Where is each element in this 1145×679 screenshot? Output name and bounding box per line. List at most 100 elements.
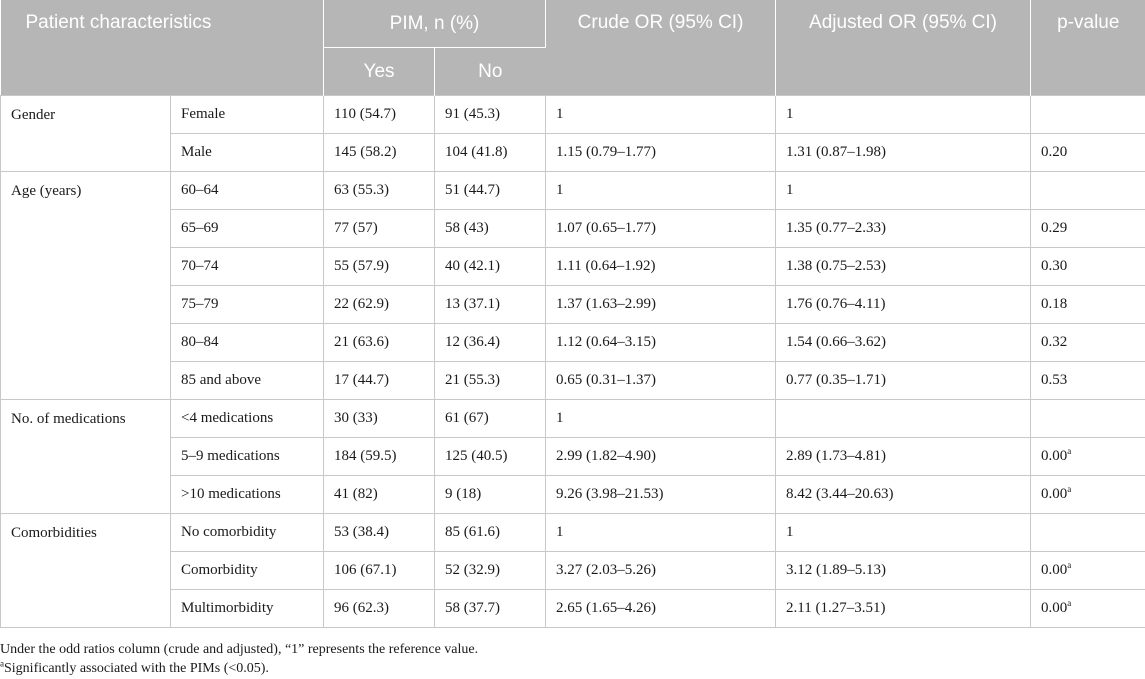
table-row: 75–79 22 (62.9) 13 (37.1) 1.37 (1.63–2.99) 1…	[1, 285, 1145, 324]
table-row: Multimorbidity 96 (62.3) 58 (37.7) 2.65 (1.…	[1, 589, 1145, 628]
cell-pim-no: 12 (36.4)	[434, 323, 547, 362]
cell-adjusted-or: 1.76 (0.76–4.11)	[775, 285, 1032, 324]
footnote-significance: aSignificantly associated with the PIMs …	[0, 659, 1145, 678]
cell-pim-yes-text: 110 (54.7)	[334, 106, 396, 122]
cell-pim-yes: 53 (38.4)	[323, 513, 436, 552]
cell-adjusted-or: 8.42 (3.44–20.63)	[775, 475, 1032, 514]
footnote-reference: Under the odd ratios column (crude and a…	[0, 642, 479, 657]
cell-pim-yes-text: 17 (44.7)	[334, 372, 390, 388]
cell-p-value-text: 0.00	[1041, 600, 1068, 616]
table-row: 65–69 77 (57) 58 (43) 1.07 (0.65–1.77) 1.35 …	[1, 209, 1145, 248]
cell-adjusted-or-text: 1.35 (0.77–2.33)	[786, 220, 887, 236]
cell-adjusted-or-text: 1.31 (0.87–1.98)	[786, 144, 887, 160]
cell-pim-yes-text: 184 (59.5)	[334, 448, 397, 464]
cell-crude-or: 9.26 (3.98–21.53)	[545, 475, 777, 514]
significance-marker: a	[1067, 446, 1072, 456]
footnote-significance-text: Significantly associated with the PIMs (…	[4, 661, 269, 676]
group-label: No. of medications	[0, 399, 171, 514]
row-label: Male	[169, 133, 325, 172]
cell-adjusted-or: 1.54 (0.66–3.62)	[775, 323, 1032, 362]
cell-p-value: 0.30	[1030, 247, 1145, 286]
cell-pim-yes: 145 (58.2)	[323, 133, 436, 172]
row-label: >10 medications	[169, 475, 325, 514]
cell-crude-or: 1	[545, 171, 777, 210]
row-label: 60–64	[169, 171, 325, 210]
header-crude-or: Crude OR (95% CI)	[545, 0, 777, 96]
cell-p-value-text: 0.20	[1041, 144, 1068, 160]
row-label-text: Multimorbidity	[181, 600, 274, 616]
cell-adjusted-or-text: 3.12 (1.89–5.13)	[786, 562, 887, 578]
cell-adjusted-or: 1	[775, 95, 1032, 134]
cell-pim-yes-text: 63 (55.3)	[334, 182, 390, 198]
cell-p-value: 0.53	[1030, 361, 1145, 400]
table-row: >10 medications 41 (82) 9 (18) 9.26 (3.98–2…	[1, 475, 1145, 514]
cell-adjusted-or-text: 1	[786, 182, 794, 198]
cell-pim-no: 125 (40.5)	[434, 437, 547, 476]
row-label-text: 85 and above	[181, 372, 261, 388]
cell-p-value: 0.20	[1030, 133, 1145, 172]
cell-pim-yes-text: 55 (57.9)	[334, 258, 390, 274]
cell-pim-yes-text: 145 (58.2)	[334, 144, 397, 160]
cell-p-value-text: 0.18	[1041, 296, 1068, 312]
cell-adjusted-or-text: 1	[786, 524, 794, 540]
cell-pim-no-text: 58 (43)	[445, 220, 489, 236]
cell-pim-no-text: 91 (45.3)	[445, 106, 501, 122]
cell-pim-yes-text: 30 (33)	[334, 410, 378, 426]
row-label-text: <4 medications	[181, 410, 274, 426]
cell-pim-yes: 96 (62.3)	[323, 589, 436, 628]
cell-pim-no: 85 (61.6)	[434, 513, 547, 552]
row-label-text: No comorbidity	[181, 524, 277, 540]
row-label: Comorbidity	[169, 551, 325, 590]
row-label-text: 65–69	[181, 220, 219, 236]
cell-pim-yes: 55 (57.9)	[323, 247, 436, 286]
cell-crude-or-text: 1.07 (0.65–1.77)	[556, 220, 657, 236]
table-row: 70–74 55 (57.9) 40 (42.1) 1.11 (0.64–1.92) 1…	[1, 247, 1145, 286]
cell-pim-yes: 184 (59.5)	[323, 437, 436, 476]
row-label-text: 60–64	[181, 182, 219, 198]
cell-p-value: 0.00a	[1030, 475, 1145, 514]
cell-pim-no: 104 (41.8)	[434, 133, 547, 172]
row-label-text: Comorbidity	[181, 562, 258, 578]
cell-adjusted-or-text: 1	[786, 106, 794, 122]
cell-p-value: 0.32	[1030, 323, 1145, 362]
cell-p-value-text: 0.00	[1041, 448, 1068, 464]
row-label: 80–84	[169, 323, 325, 362]
cell-p-value: 0.18	[1030, 285, 1145, 324]
cell-pim-no-text: 51 (44.7)	[445, 182, 501, 198]
cell-pim-yes: 110 (54.7)	[323, 95, 436, 134]
group-label: Age (years)	[0, 171, 171, 400]
cell-pim-no-text: 12 (36.4)	[445, 334, 501, 350]
cell-crude-or-text: 1	[556, 410, 564, 426]
results-table: Patient characteristics PIM, n (%) Crude…	[0, 0, 1145, 628]
cell-crude-or: 0.65 (0.31–1.37)	[545, 361, 777, 400]
cell-pim-yes: 21 (63.6)	[323, 323, 436, 362]
row-label: 5–9 medications	[169, 437, 325, 476]
row-label: 85 and above	[169, 361, 325, 400]
header-yes: Yes	[323, 47, 436, 96]
row-label: 70–74	[169, 247, 325, 286]
cell-adjusted-or: 0.77 (0.35–1.71)	[775, 361, 1032, 400]
cell-crude-or-text: 2.65 (1.65–4.26)	[556, 600, 657, 616]
cell-adjusted-or: 1.31 (0.87–1.98)	[775, 133, 1032, 172]
cell-crude-or: 1	[545, 513, 777, 552]
cell-crude-or: 1.15 (0.79–1.77)	[545, 133, 777, 172]
cell-adjusted-or: 1	[775, 171, 1032, 210]
cell-crude-or-text: 1	[556, 182, 564, 198]
cell-pim-no: 61 (67)	[434, 399, 547, 438]
cell-pim-yes-text: 106 (67.1)	[334, 562, 397, 578]
table-row: No. of medications <4 medications 30 (33) 6…	[0, 399, 1145, 514]
footnotes: Under the odd ratios column (crude and a…	[0, 640, 1145, 678]
cell-adjusted-or-text: 1.54 (0.66–3.62)	[786, 334, 887, 350]
table-row: Age (years) 60–64 63 (55.3) 51 (44.7) 1 1	[0, 171, 1145, 400]
cell-p-value-text: 0.32	[1041, 334, 1068, 350]
cell-pim-no: 58 (37.7)	[434, 589, 547, 628]
cell-crude-or: 1	[545, 95, 777, 134]
cell-adjusted-or: 3.12 (1.89–5.13)	[775, 551, 1032, 590]
cell-adjusted-or-text: 8.42 (3.44–20.63)	[786, 486, 894, 502]
row-label: 75–79	[169, 285, 325, 324]
table-row: Male 145 (58.2) 104 (41.8) 1.15 (0.79–1.77)…	[1, 133, 1145, 172]
cell-crude-or: 2.99 (1.82–4.90)	[545, 437, 777, 476]
cell-crude-or-text: 1.12 (0.64–3.15)	[556, 334, 657, 350]
row-label-text: Female	[181, 106, 226, 122]
row-label: Multimorbidity	[169, 589, 325, 628]
